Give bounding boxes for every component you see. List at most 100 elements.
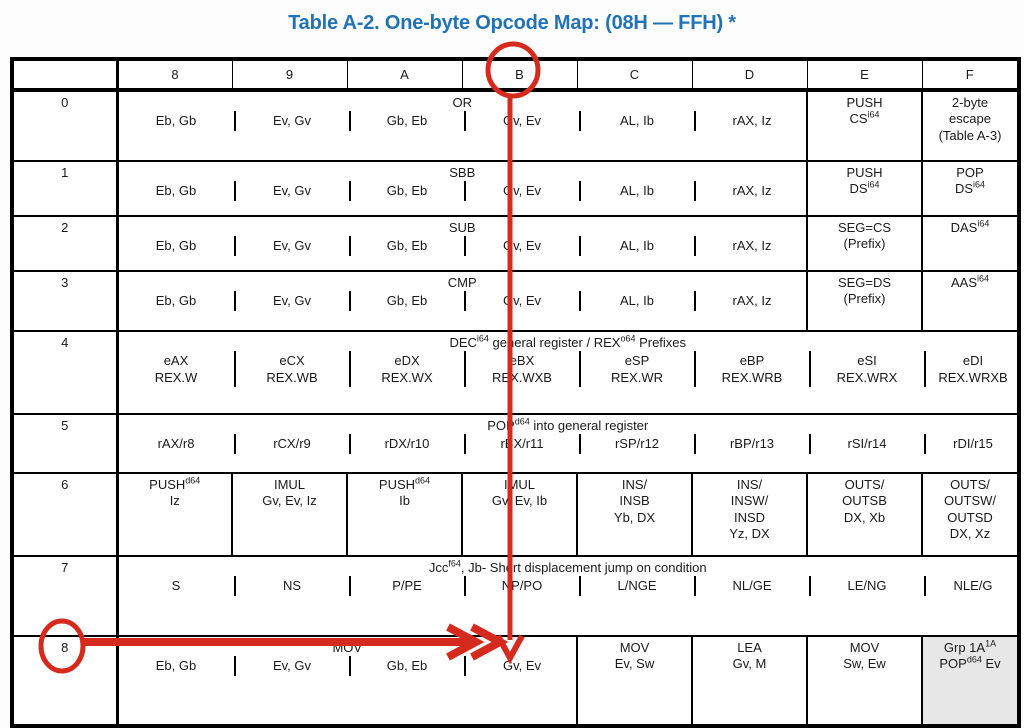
- operand-cell: Gv, Ev: [463, 236, 579, 256]
- opcode-map-table: 8 9 A B C D E F 0 OR Eb, Gb Ev, Gv Gb, Eb Gv, Ev AL, I…: [10, 57, 1021, 728]
- operand-cell: LE/NG: [808, 576, 924, 596]
- operand-row: Eb, Gb Ev, Gv Gb, Eb Gv, Ev AL, Ib rAX, Iz: [119, 111, 809, 131]
- operand-cell: AL, Ib: [578, 181, 694, 201]
- opcode-cell: Grp 1A1A POPd64 Ev: [921, 635, 1020, 727]
- operand-cell: AL, Ib: [578, 111, 694, 131]
- operand-cell: Eb, Gb: [155, 658, 197, 674]
- operand-cell: rCX/r9: [233, 434, 349, 454]
- row-label-5: 5: [11, 413, 119, 474]
- operand-cell: rAX, Iz: [693, 111, 809, 131]
- operand-cell: rBX/r11: [463, 434, 579, 454]
- operand-row: Eb, Gb Ev, Gv Gb, Eb Gv, Ev AL, Ib rAX, Iz: [119, 181, 809, 201]
- operand-cell: L/NGE: [578, 576, 694, 596]
- opcode-row-1: 1 SBB Eb, Gb Ev, Gv Gb, Eb Gv, Ev AL, Ib rAX, I…: [11, 160, 1020, 217]
- operand-cell: Ev, Gv: [233, 111, 349, 131]
- operand-cell: eDI REX.WRXB: [923, 351, 1021, 387]
- column-header-C: C: [576, 58, 693, 92]
- opcode-cell: DASi64: [921, 215, 1020, 272]
- mnemonic-title: MOV: [332, 640, 363, 655]
- row-label-3: 3: [11, 270, 119, 332]
- column-header-E: E: [806, 58, 923, 92]
- group-cell-4: DECi64 general register / REXo64 Prefixe…: [116, 330, 1020, 415]
- row-label-6: 6: [11, 472, 119, 557]
- operand-cell: S: [171, 578, 181, 594]
- opcode-cell: IMUL Gv, Ev, Iz: [231, 472, 348, 557]
- operand-cell: NS: [233, 576, 349, 596]
- opcode-cell: MOV Ev, Sw: [576, 635, 693, 727]
- operand-cell: Gb, Eb: [348, 181, 464, 201]
- operand-cell: Eb, Gb: [155, 293, 197, 309]
- operand-cell: P/PE: [348, 576, 464, 596]
- operand-cell: NP/PO: [463, 576, 579, 596]
- operand-row: Eb, Gb Ev, Gv Gb, Eb Gv, Ev AL, Ib rAX, Iz: [119, 236, 809, 256]
- column-header-D: D: [691, 58, 808, 92]
- operand-cell: eDX REX.WX: [348, 351, 464, 387]
- operand-cell: rDI/r15: [923, 434, 1021, 454]
- operand-cell: Ev, Gv: [233, 291, 349, 311]
- opcode-cell: INS/INSB Yb, DX: [576, 472, 693, 557]
- group-cell-8: MOV Eb, Gb Ev, Gv Gb, Eb Gv, Ev: [116, 635, 579, 727]
- opcode-cell: MOV Sw, Ew: [806, 635, 923, 727]
- operand-cell: rDX/r10: [348, 434, 464, 454]
- operand-cell: Gv, Ev: [463, 181, 579, 201]
- row-label-0: 0: [11, 89, 119, 162]
- operand-cell: eBP REX.WRB: [693, 351, 809, 387]
- operand-cell: Gv, Ev: [463, 656, 579, 676]
- opcode-row-6: 6 PUSHd64 Iz IMUL Gv, Ev, Iz PUSHd64 Ib IMUL Gv,…: [11, 472, 1020, 557]
- opcode-cell: OUTS/OUTSW/OUTSD DX, Xz: [921, 472, 1020, 557]
- mnemonic-title: SBB: [449, 165, 476, 180]
- operand-cell: eSI REX.WRX: [808, 351, 924, 387]
- mnemonic-title: POPd64 into general register: [487, 416, 649, 433]
- page-title: Table A-2. One-byte Opcode Map: (08H — F…: [288, 12, 736, 34]
- operand-cell: eSP REX.WR: [578, 351, 694, 387]
- operand-cell: eCX REX.WB: [233, 351, 349, 387]
- column-header-B: B: [461, 58, 578, 92]
- opcode-row-3: 3 CMP Eb, Gb Ev, Gv Gb, Eb Gv, Ev AL, Ib rAX, I…: [11, 270, 1020, 332]
- group-cell-3: CMP Eb, Gb Ev, Gv Gb, Eb Gv, Ev AL, Ib rAX, Iz: [116, 270, 809, 332]
- column-header-blank: [11, 58, 119, 92]
- opcode-row-0: 0 OR Eb, Gb Ev, Gv Gb, Eb Gv, Ev AL, Ib rAX, Iz…: [11, 89, 1020, 162]
- group-cell-5: POPd64 into general register rAX/r8 rCX/r9…: [116, 413, 1021, 474]
- group-cell-0: OR Eb, Gb Ev, Gv Gb, Eb Gv, Ev AL, Ib rAX, Iz: [116, 89, 809, 162]
- opcode-cell: PUSH DSi64: [806, 160, 923, 217]
- operand-row: eAX REX.W eCX REX.WB eDX REX.WX eBX REX.WXB eSP R…: [119, 351, 1018, 387]
- row-label-8: 8: [11, 635, 119, 727]
- opcode-row-4: 4 DECi64 general register / REXo64 Prefix…: [11, 330, 1020, 415]
- row-label-4: 4: [11, 330, 119, 415]
- operand-cell: NLE/G: [923, 576, 1021, 596]
- mnemonic-title: OR: [452, 95, 473, 110]
- group-cell-1: SBB Eb, Gb Ev, Gv Gb, Eb Gv, Ev AL, Ib rAX, Iz: [116, 160, 809, 217]
- operand-cell: Gb, Eb: [348, 236, 464, 256]
- mnemonic-title: CMP: [447, 275, 477, 290]
- row-label-7: 7: [11, 555, 119, 637]
- operand-cell: rAX, Iz: [693, 181, 809, 201]
- operand-cell: Eb, Gb: [155, 238, 197, 254]
- operand-row: Eb, Gb Ev, Gv Gb, Eb Gv, Ev AL, Ib rAX, Iz: [119, 291, 809, 311]
- opcode-cell: SEG=CS (Prefix): [806, 215, 923, 272]
- column-header-9: 9: [231, 58, 348, 92]
- operand-cell: rSI/r14: [808, 434, 924, 454]
- row-label-2: 2: [11, 215, 119, 272]
- opcode-row-5: 5 POPd64 into general register rAX/r8 rCX/r…: [11, 413, 1021, 474]
- opcode-cell: SEG=DS (Prefix): [806, 270, 923, 332]
- operand-row: Eb, Gb Ev, Gv Gb, Eb Gv, Ev: [119, 656, 579, 676]
- operand-cell: eBX REX.WXB: [463, 351, 579, 387]
- opcode-cell: POP DSi64: [921, 160, 1020, 217]
- mnemonic-title: Jccf64, Jb- Short displacement jump on c…: [428, 558, 707, 575]
- operand-cell: NL/GE: [693, 576, 809, 596]
- mnemonic-title: SUB: [448, 220, 476, 235]
- opcode-cell: INS/INSW/INSD Yz, DX: [691, 472, 808, 557]
- operand-cell: Gb, Eb: [348, 656, 464, 676]
- operand-cell: Ev, Gv: [233, 236, 349, 256]
- operand-cell: Ev, Gv: [233, 656, 349, 676]
- opcode-cell: PUSH CSi64: [806, 89, 923, 162]
- operand-row: rAX/r8 rCX/r9 rDX/r10 rBX/r11 rSP/r12 rBP/r13…: [119, 434, 1021, 454]
- opcode-cell: IMUL Gv, Ev, Ib: [461, 472, 578, 557]
- operand-cell: rAX, Iz: [693, 291, 809, 311]
- operand-cell: rAX, Iz: [693, 236, 809, 256]
- operand-cell: Gv, Ev: [463, 291, 579, 311]
- column-header-F: F: [921, 58, 1020, 92]
- column-header-A: A: [346, 58, 463, 92]
- operand-cell: Ev, Gv: [233, 181, 349, 201]
